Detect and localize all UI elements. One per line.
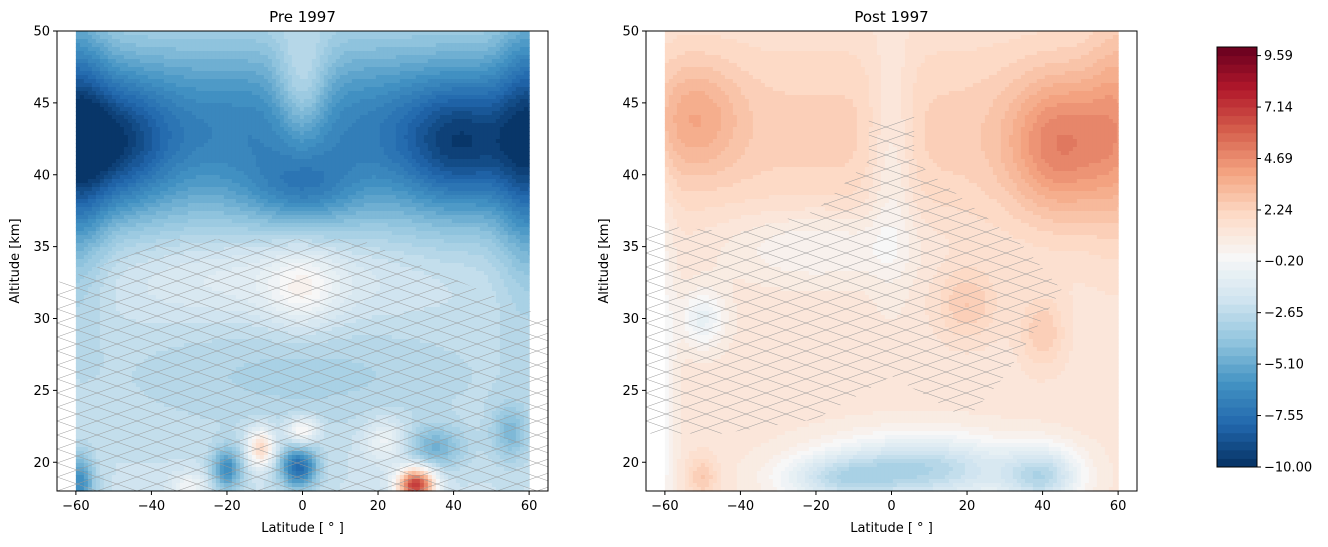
x-ticks-pre-1997: −60 −40 −20 0 20 40 60 xyxy=(62,491,537,514)
x-tick-label: 40 xyxy=(1034,499,1051,514)
colorbar-ticks: 9.59 7.14 4.69 2.24 −0.20 −2.65 −5.10 −7.55 −10.… xyxy=(1257,49,1312,476)
colorbar-tick-label: 4.69 xyxy=(1264,152,1293,167)
x-tick-label: −60 xyxy=(62,499,89,514)
colorbar-tick-label: 9.59 xyxy=(1264,49,1293,64)
y-ticks-post-1997: 20 25 30 35 40 45 50 xyxy=(622,25,646,471)
y-axis-label-post-1997: Altitude [km] xyxy=(597,218,612,303)
contour-field-pre-1997 xyxy=(75,31,530,492)
colorbar-tick-label: −2.65 xyxy=(1264,306,1304,321)
chart-title-pre-1997: Pre 1997 xyxy=(269,8,336,26)
y-tick-label: 45 xyxy=(33,96,50,111)
x-tick-label: −20 xyxy=(802,499,829,514)
x-tick-label: −60 xyxy=(651,499,678,514)
panel-post-1997: −60 −40 −20 0 20 40 60 20 25 30 35 40 45 50 Post 199… xyxy=(597,8,1138,536)
x-tick-label: −40 xyxy=(727,499,754,514)
x-tick-label: −40 xyxy=(138,499,165,514)
colorbar-tick-label: −0.20 xyxy=(1264,255,1304,270)
y-ticks-pre-1997: 20 25 30 35 40 45 50 xyxy=(33,25,57,471)
x-tick-label: 60 xyxy=(1110,499,1127,514)
x-tick-label: 20 xyxy=(959,499,976,514)
colorbar-tick-label: 7.14 xyxy=(1264,101,1293,116)
y-tick-label: 30 xyxy=(33,312,50,327)
x-ticks-post-1997: −60 −40 −20 0 20 40 60 xyxy=(651,491,1126,514)
x-tick-label: 40 xyxy=(445,499,462,514)
colorbar-bands xyxy=(1217,47,1257,468)
y-tick-label: 40 xyxy=(33,168,50,183)
y-tick-label: 50 xyxy=(622,25,639,40)
x-tick-label: 60 xyxy=(521,499,538,514)
x-tick-label: 0 xyxy=(298,499,306,514)
contour-field-post-1997 xyxy=(664,31,1119,492)
panel-pre-1997: −60 −40 −20 0 20 40 60 20 25 30 35 40 45 50 Pre 1997… xyxy=(8,8,549,536)
x-tick-label: 0 xyxy=(887,499,895,514)
x-axis-label-pre-1997: Latitude [ ° ] xyxy=(261,521,344,536)
y-tick-label: 35 xyxy=(622,240,639,255)
y-tick-label: 25 xyxy=(622,384,639,399)
colorbar-tick-label: −10.00 xyxy=(1264,461,1312,476)
y-tick-label: 20 xyxy=(33,456,50,471)
y-tick-label: 35 xyxy=(33,240,50,255)
y-axis-label-pre-1997: Altitude [km] xyxy=(8,218,23,303)
y-tick-label: 45 xyxy=(622,96,639,111)
colorbar-tick-label: 2.24 xyxy=(1264,203,1293,218)
y-tick-label: 30 xyxy=(622,312,639,327)
colorbar-tick-label: −5.10 xyxy=(1264,358,1304,373)
y-tick-label: 40 xyxy=(622,168,639,183)
y-tick-label: 20 xyxy=(622,456,639,471)
colorbar-frame xyxy=(1216,46,1258,468)
x-tick-label: −20 xyxy=(213,499,240,514)
chart-title-post-1997: Post 1997 xyxy=(854,8,928,26)
x-axis-label-post-1997: Latitude [ ° ] xyxy=(850,521,933,536)
colorbar: 9.59 7.14 4.69 2.24 −0.20 −2.65 −5.10 −7.55 −10.… xyxy=(1216,46,1312,476)
y-tick-label: 25 xyxy=(33,384,50,399)
y-tick-label: 50 xyxy=(33,25,50,40)
colorbar-tick-label: −7.55 xyxy=(1264,409,1304,424)
x-tick-label: 20 xyxy=(370,499,387,514)
